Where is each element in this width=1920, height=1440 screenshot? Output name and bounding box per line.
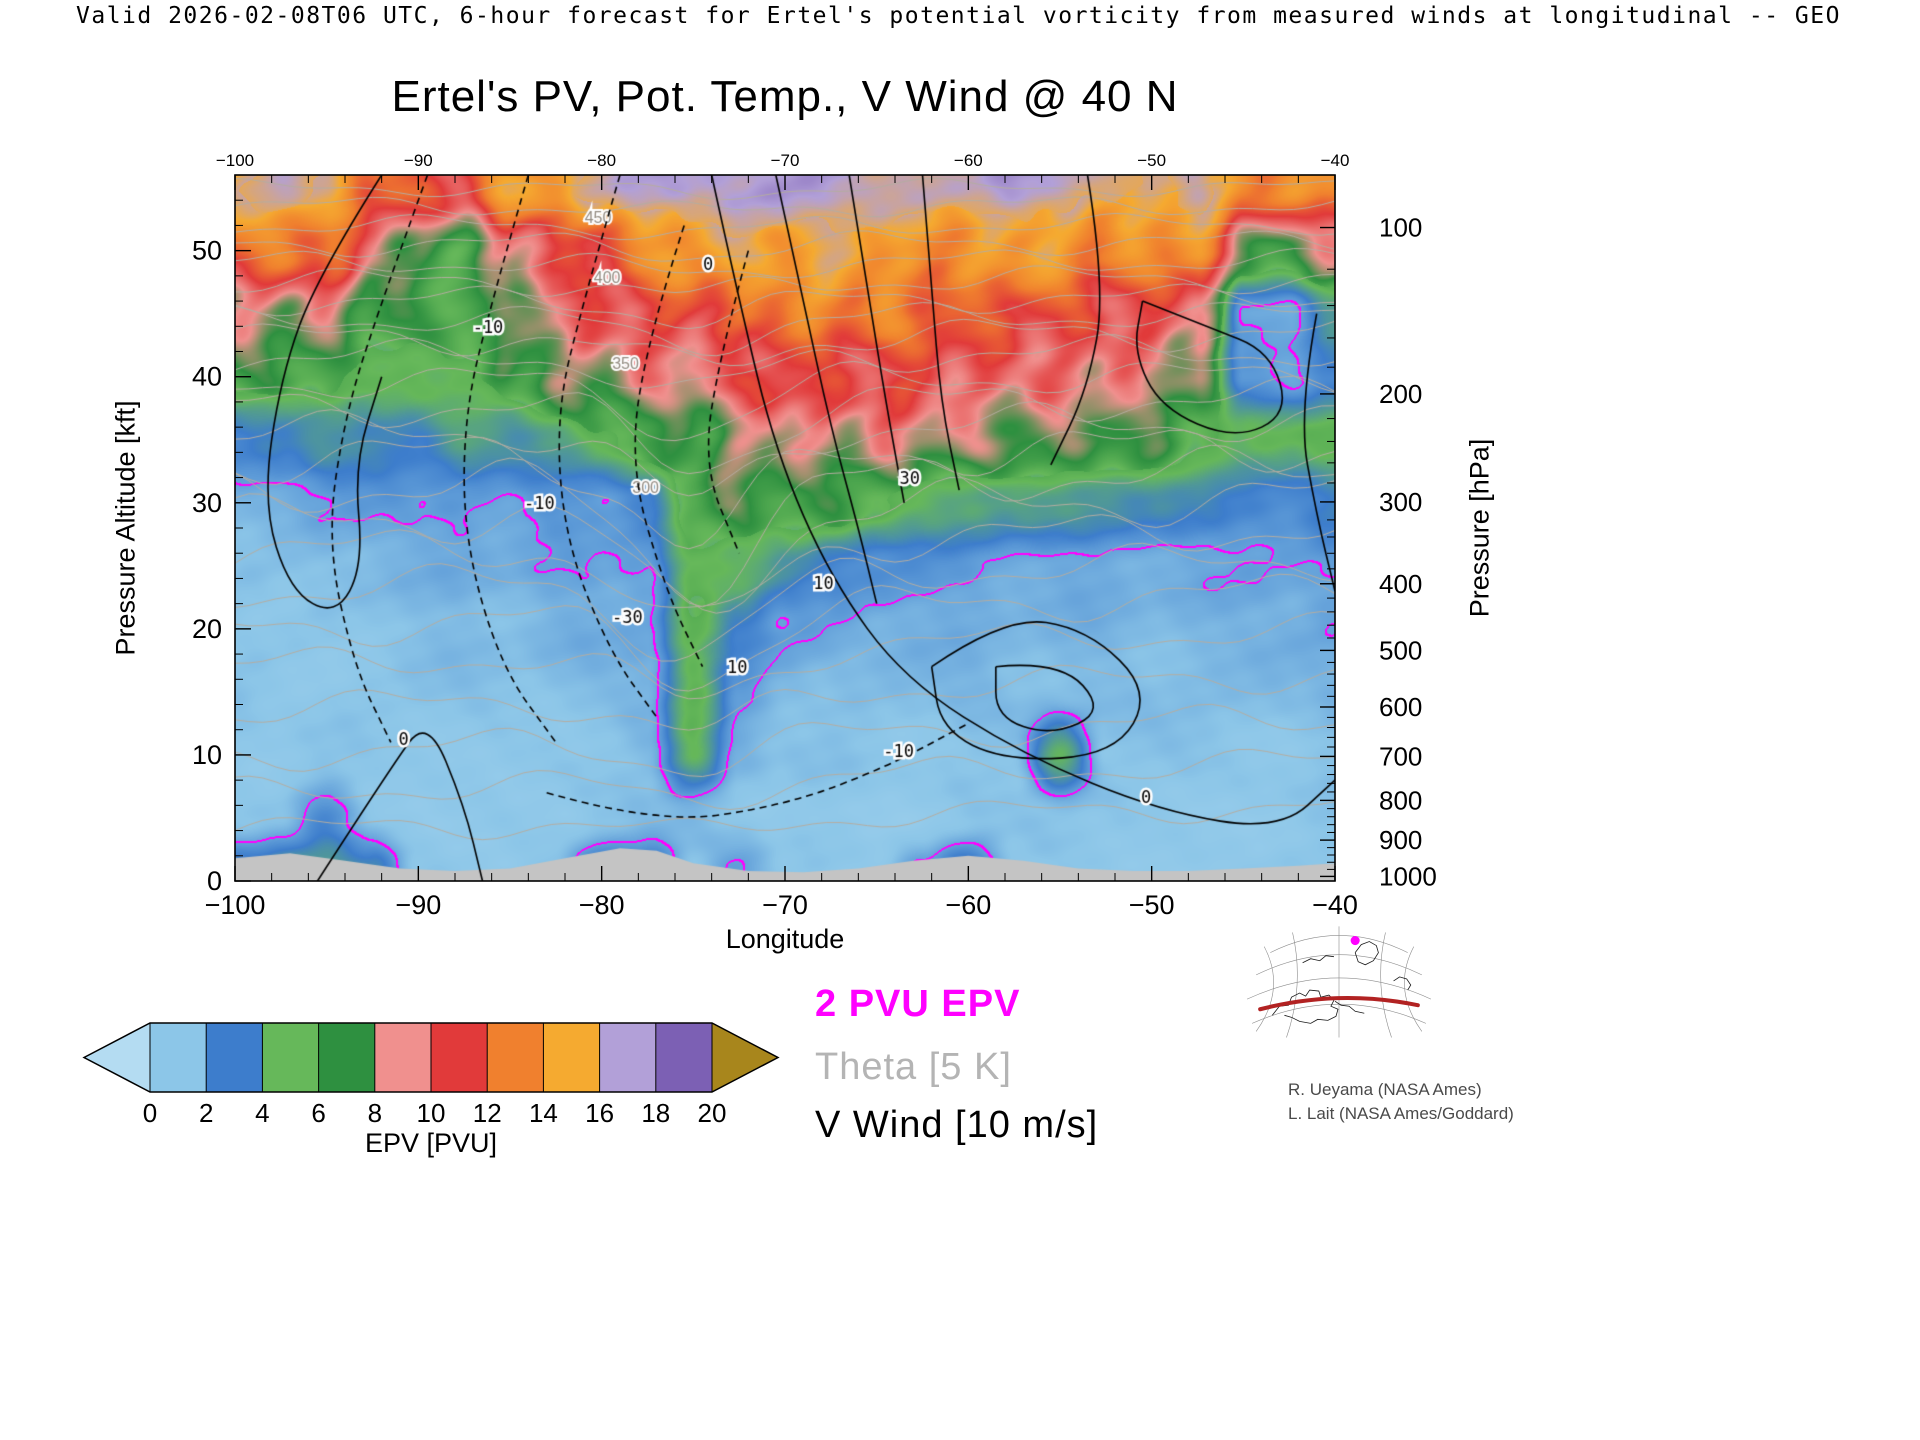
colorbar-tick-label: 12: [473, 1098, 502, 1128]
colorbar-segment: [262, 1023, 320, 1092]
colorbar-tick-label: 20: [698, 1098, 727, 1128]
colorbar-segment: [599, 1023, 657, 1092]
y-axis-label-right: Pressure [hPa]: [1464, 438, 1495, 618]
y-left-tick-label: 0: [207, 866, 222, 896]
colorbar-outline: [82, 1022, 780, 1093]
colorbar-tick-label: 6: [311, 1098, 325, 1128]
x-tick-label-top: −70: [771, 151, 800, 170]
colorbar-tick-label: 10: [417, 1098, 446, 1128]
colorbar-segment: [487, 1023, 544, 1092]
colorbar-tick-label: 16: [585, 1098, 614, 1128]
x-tick-label-bottom: −90: [395, 890, 441, 920]
legend-v-wind: V Wind [10 m/s]: [815, 1104, 1099, 1146]
y-right-tick-label: 200: [1379, 379, 1422, 409]
credit-line-1: R. Ueyama (NASA Ames): [1288, 1080, 1482, 1099]
colorbar-segment: [150, 1023, 207, 1092]
colorbar-tick-label: 4: [255, 1098, 269, 1128]
y-right-tick-label: 400: [1379, 569, 1422, 599]
colorbar-segment: [206, 1023, 263, 1092]
y-left-tick-label: 50: [192, 236, 222, 266]
colorbar-segment: [318, 1023, 376, 1092]
colorbar-tick-label: 2: [199, 1098, 213, 1128]
colorbar-tick-label: 8: [368, 1098, 382, 1128]
legend-theta: Theta [5 K]: [815, 1046, 1012, 1088]
coastline-paths: [1271, 941, 1412, 1024]
x-tick-label-top: −80: [587, 151, 616, 170]
y-right-tick-label: 300: [1379, 487, 1422, 517]
y-right-tick-label: 700: [1379, 741, 1422, 771]
x-tick-label-top: −60: [954, 151, 983, 170]
inset-map: [1246, 926, 1432, 1038]
y-right-tick-label: 600: [1379, 692, 1422, 722]
colorbar-label: EPV [PVU]: [364, 1128, 498, 1158]
x-tick-label-bottom: −50: [1129, 890, 1175, 920]
y-left-tick-label: 40: [192, 362, 222, 392]
y-left-tick-label: 10: [192, 740, 222, 770]
page-title: Ertel's PV, Pot. Temp., V Wind @ 40 N: [391, 72, 1179, 121]
graticule-lines: [1246, 926, 1432, 1038]
x-tick-label-bottom: −80: [579, 890, 625, 920]
colorbar-over-arrow: [712, 1023, 778, 1092]
x-tick-label-top: −100: [216, 151, 254, 170]
y-axis-label-left: Pressure Altitude [kft]: [110, 400, 141, 656]
credit-line-2: L. Lait (NASA Ames/Goddard): [1288, 1104, 1514, 1123]
y-right-tick-label: 800: [1379, 785, 1422, 815]
x-tick-label-bottom: −60: [945, 890, 991, 920]
plot-canvas: [235, 175, 1335, 881]
y-right-tick-label: 900: [1379, 825, 1422, 855]
y-right-tick-label: 1000: [1379, 861, 1437, 891]
cross-section-track: [1258, 996, 1420, 1012]
colorbar-tick-label: 14: [529, 1098, 558, 1128]
x-axis-label: Longitude: [725, 924, 845, 954]
colorbar-tick-label: 18: [641, 1098, 670, 1128]
colorbar-segment: [655, 1023, 713, 1092]
x-tick-label-bottom: −70: [762, 890, 808, 920]
x-tick-label-bottom: −100: [205, 890, 266, 920]
x-tick-label-top: −50: [1137, 151, 1166, 170]
colorbar-segment: [374, 1023, 432, 1092]
colorbar-segment: [543, 1023, 601, 1092]
legend-2pvu-epv: 2 PVU EPV: [815, 983, 1021, 1025]
colorbar-under-arrow: [84, 1023, 150, 1092]
x-tick-label-top: −40: [1321, 151, 1350, 170]
colorbar-segment: [431, 1023, 488, 1092]
colorbar-tick-label: 0: [143, 1098, 157, 1128]
y-right-tick-label: 100: [1379, 213, 1422, 243]
tangent-point-dot: [1350, 935, 1360, 946]
x-tick-label-bottom: −40: [1312, 890, 1358, 920]
valid-time-line: Valid 2026-02-08T06 UTC, 6-hour forecast…: [76, 3, 1841, 29]
x-tick-label-top: −90: [404, 151, 433, 170]
y-right-tick-label: 500: [1379, 635, 1422, 665]
y-left-tick-label: 30: [192, 488, 222, 518]
y-left-tick-label: 20: [192, 614, 222, 644]
